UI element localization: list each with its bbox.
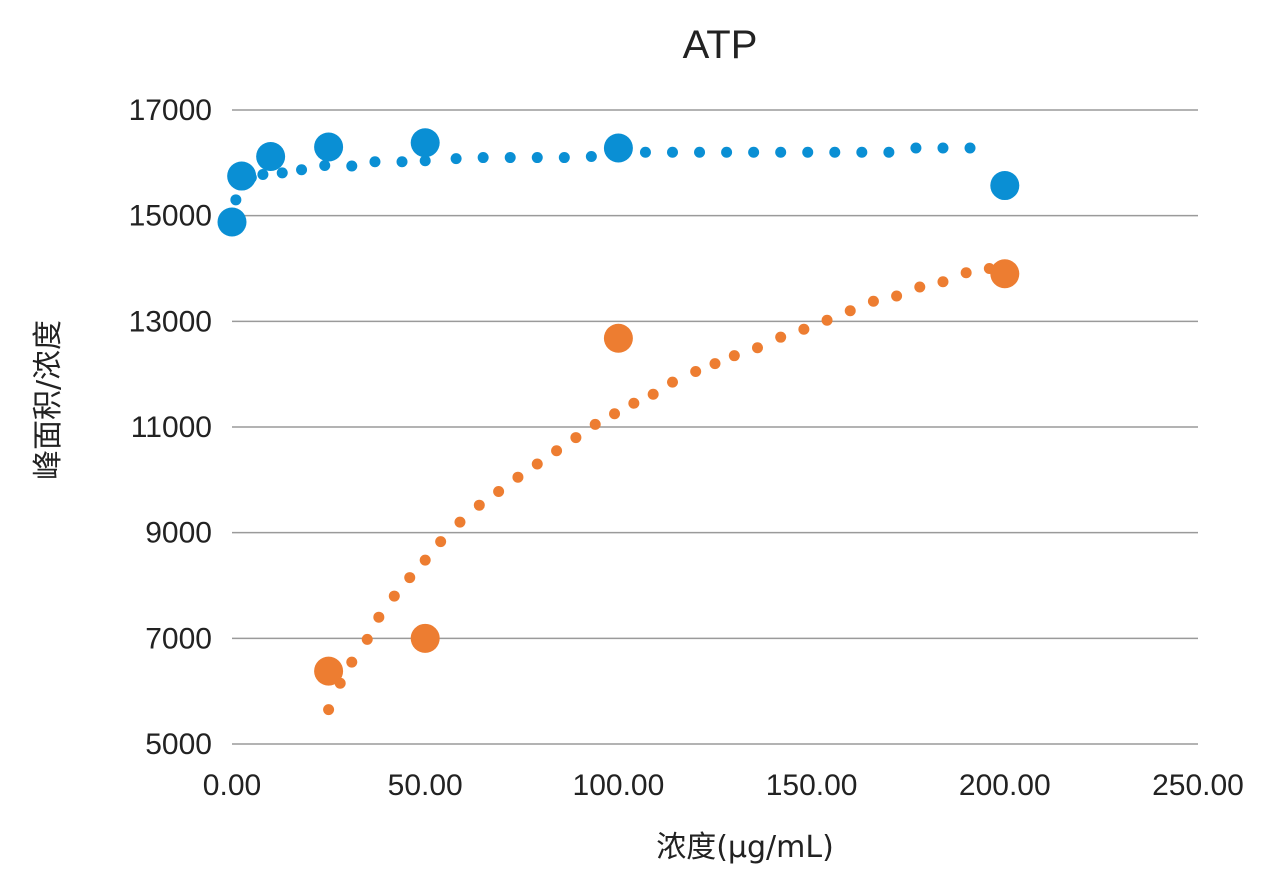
trendline-dot xyxy=(728,350,740,362)
y-tick-label: 5000 xyxy=(145,728,212,761)
trendline-dot xyxy=(775,331,787,343)
trendline-dot xyxy=(551,445,563,457)
trendline-dot xyxy=(558,152,570,164)
data-point xyxy=(217,207,247,237)
trendline-dot xyxy=(666,376,678,388)
trendline-dot xyxy=(570,432,582,444)
trendline-dot xyxy=(450,153,462,165)
trendline-dot xyxy=(346,160,358,172)
trendline-dot xyxy=(910,142,922,154)
y-axis-ticks: 5000 7000 9000 11000 13000 15000 17000 xyxy=(129,94,212,761)
y-tick-label: 11000 xyxy=(131,411,212,444)
trendline-dot xyxy=(361,633,373,645)
trendline-dot xyxy=(628,397,640,409)
trendline-dot xyxy=(373,611,385,623)
x-tick-label: 100.00 xyxy=(573,769,665,802)
trendline-dot xyxy=(296,164,308,176)
data-point xyxy=(603,323,633,353)
data-point xyxy=(314,656,344,686)
trendline-dot xyxy=(856,146,868,158)
trendline-dot xyxy=(709,358,721,370)
trendline-dot xyxy=(493,485,505,497)
trendline-dot xyxy=(585,150,597,162)
trendline-dot xyxy=(276,167,288,179)
x-tick-label: 0.00 xyxy=(203,769,261,802)
x-tick-label: 200.00 xyxy=(959,769,1051,802)
trendlines xyxy=(230,142,995,716)
y-tick-label: 13000 xyxy=(129,305,212,338)
data-point xyxy=(410,623,440,653)
data-point xyxy=(410,128,440,158)
trendline-dot xyxy=(748,146,760,158)
trendline-dot xyxy=(647,388,659,400)
trendline-dot xyxy=(473,499,485,511)
data-point xyxy=(227,161,257,191)
trendline-dot xyxy=(821,314,833,326)
trendline-dot xyxy=(369,156,381,168)
y-tick-label: 9000 xyxy=(145,517,212,550)
x-tick-label: 150.00 xyxy=(766,769,858,802)
x-tick-label: 250.00 xyxy=(1152,769,1244,802)
chart-title: ATP xyxy=(683,23,758,67)
trendline-dot xyxy=(346,656,358,668)
trendline-dot xyxy=(419,554,431,566)
x-axis-title: 浓度(μg/mL) xyxy=(656,830,834,865)
trendline-dot xyxy=(396,156,408,168)
trendline-dot xyxy=(690,366,702,378)
data-point xyxy=(990,259,1020,289)
trendline-dot xyxy=(867,295,879,307)
series-0-points xyxy=(217,128,1020,237)
trendline-dot xyxy=(775,146,787,158)
x-tick-label: 50.00 xyxy=(388,769,463,802)
trendline-dot xyxy=(319,159,331,171)
trendline-dot xyxy=(829,146,841,158)
trendline-dot xyxy=(937,142,949,154)
trendline-dot xyxy=(257,168,269,180)
trendline-dot xyxy=(639,146,651,158)
trendline-dot xyxy=(883,146,895,158)
trendline-dot xyxy=(531,152,543,164)
y-axis-title: 峰面积/浓度 xyxy=(31,320,66,480)
trendline-dot xyxy=(589,418,601,430)
trendline-dot xyxy=(960,267,972,279)
data-point xyxy=(314,132,344,162)
trendline-dot xyxy=(419,155,431,167)
trendline-dot xyxy=(531,458,543,470)
data-points xyxy=(217,128,1020,686)
y-tick-label: 17000 xyxy=(129,94,212,127)
trendline-dot xyxy=(914,281,926,293)
trendline-dot xyxy=(230,194,242,206)
trendline-dot xyxy=(504,152,516,164)
trendline-dot xyxy=(694,146,706,158)
series-1 xyxy=(323,263,995,716)
trendline-dot xyxy=(323,704,335,716)
trendline-dot xyxy=(964,142,976,154)
trendline-dot xyxy=(666,146,678,158)
data-point xyxy=(256,141,286,171)
trendline-dot xyxy=(404,572,416,584)
trendline-dot xyxy=(798,323,810,335)
data-point xyxy=(603,133,633,163)
series-1-points xyxy=(314,259,1020,686)
trendline-dot xyxy=(937,276,949,288)
trendline-dot xyxy=(802,146,814,158)
trendline-dot xyxy=(512,471,524,483)
x-axis-ticks: 0.00 50.00 100.00 150.00 200.00 250.00 xyxy=(203,769,1244,802)
y-tick-label: 7000 xyxy=(145,622,212,655)
trendline-dot xyxy=(609,408,621,420)
trendline-dot xyxy=(721,146,733,158)
trendline-dot xyxy=(435,536,447,548)
data-point xyxy=(990,171,1020,201)
trendline-dot xyxy=(477,152,489,164)
y-tick-label: 15000 xyxy=(129,200,212,233)
trendline-dot xyxy=(844,305,856,317)
trendline-dot xyxy=(454,516,466,528)
trendline-dot xyxy=(752,342,764,354)
trendline-dot xyxy=(388,590,400,602)
gridlines xyxy=(232,109,1198,745)
trendline-dot xyxy=(891,290,903,302)
